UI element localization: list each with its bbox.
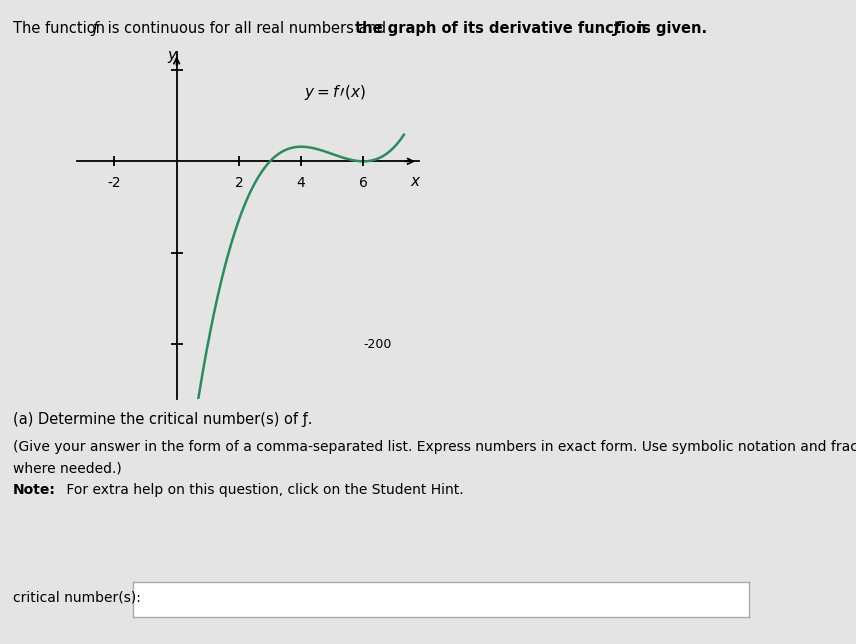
Text: critical number(s):: critical number(s): (13, 591, 140, 605)
Text: The function: The function (13, 21, 110, 35)
Text: ƒ′: ƒ′ (613, 21, 623, 35)
Text: For extra help on this question, click on the Student Hint.: For extra help on this question, click o… (62, 483, 464, 497)
Text: 2: 2 (235, 176, 243, 190)
Text: -200: -200 (364, 338, 392, 351)
Text: is given.: is given. (632, 21, 707, 35)
Text: 4: 4 (297, 176, 306, 190)
Text: the graph of its derivative function: the graph of its derivative function (355, 21, 651, 35)
Text: is continuous for all real numbers and: is continuous for all real numbers and (103, 21, 390, 35)
Text: -2: -2 (108, 176, 122, 190)
Text: Note:: Note: (13, 483, 56, 497)
Text: $y = f\,\prime(x)$: $y = f\,\prime(x)$ (304, 83, 366, 102)
Text: where needed.): where needed.) (13, 461, 122, 475)
Text: ƒ: ƒ (92, 21, 98, 35)
Text: (a) Determine the critical number(s) of ƒ.: (a) Determine the critical number(s) of … (13, 412, 312, 427)
Text: 6: 6 (359, 176, 368, 190)
Text: y: y (168, 48, 176, 62)
Text: x: x (410, 174, 419, 189)
Text: (Give your answer in the form of a comma-separated list. Express numbers in exac: (Give your answer in the form of a comma… (13, 440, 856, 455)
